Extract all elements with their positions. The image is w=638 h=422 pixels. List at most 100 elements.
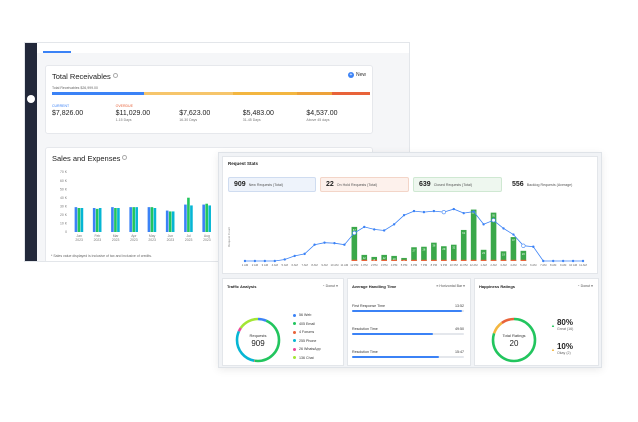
sales-bar[interactable] — [92, 208, 96, 232]
request-bar[interactable] — [460, 229, 467, 261]
traffic-donut-segment[interactable] — [235, 317, 281, 363]
sales-bar[interactable] — [171, 211, 175, 232]
backlog-point[interactable] — [422, 210, 426, 214]
backlog-point[interactable] — [561, 259, 565, 263]
receivables-column[interactable]: CURRENT $7,826.00 — [52, 104, 116, 122]
backlog-point[interactable] — [432, 209, 436, 213]
backlog-point[interactable] — [253, 259, 257, 263]
backlog-point[interactable] — [502, 227, 505, 230]
request-bar[interactable] — [441, 246, 447, 261]
sales-bar[interactable] — [114, 208, 117, 232]
request-bar[interactable] — [431, 242, 437, 261]
aht-row[interactable]: Resolution Time 15:47 — [352, 350, 464, 358]
traffic-donut-segment[interactable] — [235, 317, 281, 363]
sales-bar[interactable] — [147, 207, 151, 232]
backlog-point[interactable] — [542, 259, 545, 263]
request-bar[interactable] — [401, 257, 407, 261]
aht-row[interactable]: First Response Time 13:52 — [352, 304, 464, 312]
sales-bar[interactable] — [129, 207, 132, 232]
receivables-column[interactable]: OVERDUE $11,029.00 1-15 Days — [116, 104, 180, 122]
request-bar[interactable] — [470, 209, 477, 261]
backlog-point[interactable] — [571, 259, 575, 263]
sales-bar[interactable] — [77, 208, 81, 232]
request-bar[interactable] — [351, 226, 358, 261]
sidebar-collapse-icon[interactable] — [27, 95, 35, 103]
sales-bar[interactable] — [132, 207, 135, 232]
sales-bar[interactable] — [98, 208, 102, 232]
info-icon[interactable] — [112, 73, 118, 78]
backlog-point[interactable] — [363, 225, 366, 229]
request-bar[interactable] — [421, 246, 427, 261]
request-bar[interactable] — [391, 255, 397, 261]
info-icon[interactable] — [122, 155, 128, 160]
sales-bar[interactable] — [153, 208, 157, 232]
happiness-chart-type-dropdown[interactable]: ◔ Donut ▾ — [577, 284, 593, 288]
backlog-point[interactable] — [273, 259, 276, 263]
request-bar[interactable] — [510, 237, 517, 261]
backlog-point[interactable] — [293, 254, 296, 258]
backlog-point[interactable] — [392, 223, 396, 226]
happiness-legend-item[interactable]: ▼10%Bad (2) — [551, 361, 573, 368]
backlog-point[interactable] — [491, 218, 496, 223]
receivables-column[interactable]: $7,623.00 16-30 Days — [179, 104, 243, 122]
traffic-chart-type-dropdown[interactable]: ◔ Donut ▾ — [322, 284, 338, 288]
traffic-legend-item[interactable]: 255 Phone — [293, 337, 321, 346]
request-bar[interactable] — [411, 247, 417, 261]
backlog-point[interactable] — [283, 258, 286, 261]
backlog-point[interactable] — [323, 241, 326, 244]
request-bar[interactable] — [500, 251, 507, 261]
traffic-legend-item[interactable]: 26 WhatsApp — [293, 345, 321, 354]
aht-chart-type-dropdown[interactable]: ≡ Horizontal Bar ▾ — [436, 284, 465, 288]
backlog-point[interactable] — [313, 243, 316, 246]
backlog-point[interactable] — [243, 259, 247, 263]
request-bar[interactable] — [480, 249, 487, 261]
backlog-point[interactable] — [462, 211, 465, 215]
backlog-point[interactable] — [382, 229, 386, 232]
sales-bar[interactable] — [187, 197, 190, 232]
happiness-legend-item[interactable]: ▲ 80% Great (16) — [551, 313, 573, 337]
aht-row[interactable]: Resolution Time 49:50 — [352, 327, 464, 335]
traffic-legend-item[interactable]: 405 Email — [293, 320, 321, 329]
request-bar[interactable] — [371, 256, 378, 261]
backlog-point[interactable] — [343, 243, 346, 246]
backlog-point[interactable] — [333, 241, 336, 245]
sales-bar[interactable] — [168, 211, 172, 232]
backlog-point[interactable] — [552, 259, 555, 263]
backlog-point[interactable] — [352, 230, 357, 236]
backlog-point[interactable] — [263, 259, 267, 263]
sales-bar[interactable] — [205, 203, 208, 232]
backlog-point[interactable] — [412, 209, 416, 213]
receivables-column[interactable]: $4,537.00 Above 45 days — [306, 104, 370, 122]
new-button[interactable]: + New — [347, 72, 366, 78]
request-bar[interactable] — [450, 244, 457, 261]
traffic-legend-item[interactable]: 136 Chat — [293, 354, 321, 363]
receivables-column[interactable]: $5,483.00 31-45 Days — [243, 104, 307, 122]
backlog-point[interactable] — [303, 252, 306, 256]
request-bar[interactable] — [490, 212, 497, 261]
sales-bar[interactable] — [208, 205, 211, 232]
traffic-donut-segment[interactable] — [235, 317, 281, 363]
request-stat-box[interactable]: 22 On Hold Requests (Total) — [320, 177, 409, 192]
backlog-point[interactable] — [482, 223, 485, 226]
backlog-point[interactable] — [472, 210, 475, 213]
backlog-point[interactable] — [581, 259, 585, 263]
sales-bar[interactable] — [202, 204, 205, 232]
traffic-legend-item[interactable]: 56 Web — [293, 311, 321, 320]
request-bar[interactable] — [520, 250, 527, 261]
request-bar[interactable] — [361, 254, 368, 261]
sales-bar[interactable] — [80, 208, 84, 232]
sales-bar[interactable] — [150, 207, 154, 232]
backlog-point[interactable] — [532, 245, 535, 248]
sales-bar[interactable] — [111, 207, 114, 232]
request-stat-box[interactable]: 556 Backlog Requests (Average) — [506, 177, 594, 192]
happiness-legend-item[interactable]: ▲ 10% Okay (2) — [551, 337, 573, 361]
sales-bar[interactable] — [117, 208, 120, 232]
sales-bar[interactable] — [165, 210, 169, 232]
sales-bar[interactable] — [184, 204, 187, 232]
backlog-point[interactable] — [452, 207, 455, 211]
sales-bar[interactable] — [135, 207, 138, 232]
sales-bar[interactable] — [190, 205, 193, 232]
backlog-point[interactable] — [402, 213, 406, 217]
backlog-point[interactable] — [373, 228, 376, 231]
sales-bar[interactable] — [95, 208, 99, 232]
